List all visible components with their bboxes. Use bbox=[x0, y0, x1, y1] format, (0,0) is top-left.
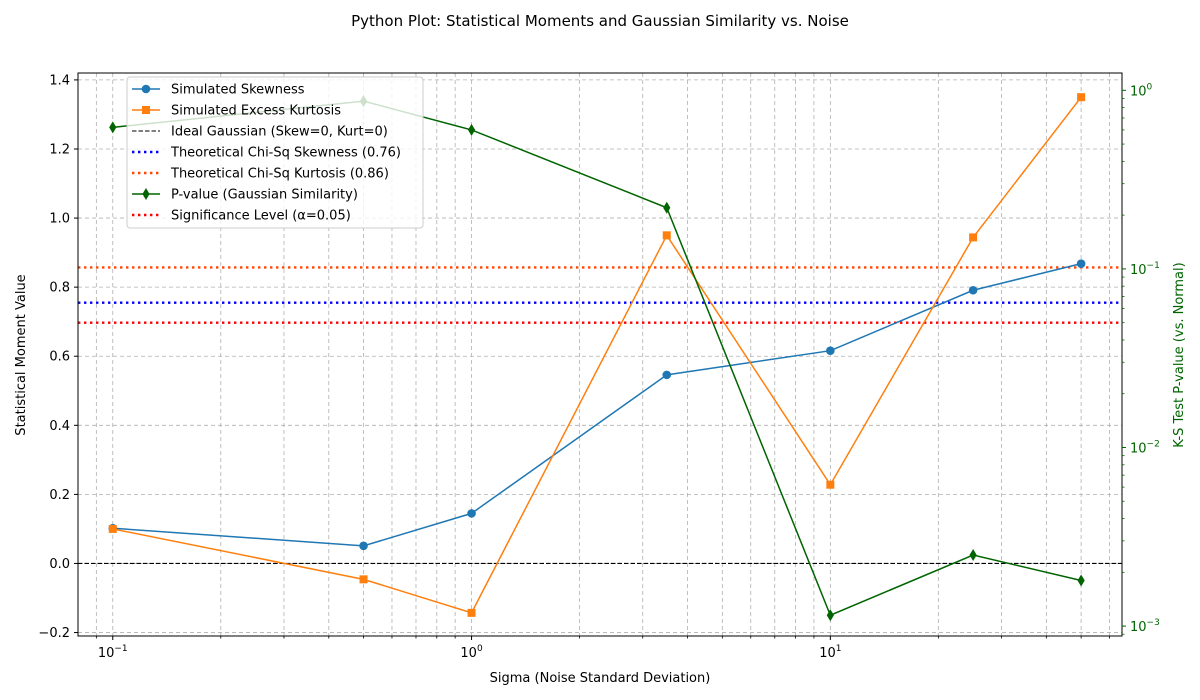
plot-frame bbox=[77, 72, 1123, 637]
data-point bbox=[467, 123, 476, 136]
legend-label: Theoretical Chi-Sq Skewness (0.76) bbox=[170, 146, 401, 161]
y-axis-left: −0.2 0.0 0.2 0.4 0.6 0.8 1.0 1.2 1.4 bbox=[38, 73, 78, 641]
legend-label: Simulated Excess Kurtosis bbox=[171, 104, 341, 119]
legend-entry: Theoretical Chi-Sq Kurtosis (0.86) bbox=[132, 167, 389, 182]
data-point bbox=[826, 480, 835, 489]
data-point bbox=[968, 285, 978, 295]
y-tick-label: 0.8 bbox=[49, 281, 70, 296]
x-tick-label: 100 bbox=[460, 644, 483, 661]
legend-entry: P-value (Gaussian Similarity) bbox=[132, 188, 358, 203]
y-tick-label: 0.6 bbox=[49, 350, 70, 365]
legend-box bbox=[126, 76, 424, 229]
legend-label: Theoretical Chi-Sq Kurtosis (0.86) bbox=[170, 167, 389, 182]
series-simulated-excess-kurtosis bbox=[108, 93, 1086, 617]
y-tick-label: 0.2 bbox=[49, 488, 70, 503]
y-tick-label: 0.0 bbox=[49, 557, 70, 572]
legend-marker bbox=[141, 84, 151, 94]
y-tick-label: 0.4 bbox=[49, 419, 70, 434]
data-point bbox=[467, 608, 476, 617]
data-point bbox=[359, 541, 368, 551]
y-tick-label: 1.0 bbox=[49, 212, 70, 227]
legend-marker bbox=[142, 106, 150, 114]
data-point bbox=[662, 231, 671, 240]
data-point bbox=[826, 346, 835, 356]
x-axis: 10−1 100 101 bbox=[95, 636, 1110, 661]
series-line bbox=[112, 262, 1082, 547]
legend-marker bbox=[142, 188, 150, 200]
legend-label: P-value (Gaussian Similarity) bbox=[171, 188, 358, 203]
series-simulated-skewness bbox=[108, 259, 1086, 551]
legend: Simulated Skewness Simulated Excess Kurto… bbox=[126, 76, 424, 229]
data-point bbox=[1077, 574, 1085, 587]
y2-tick-label: 10−1 bbox=[1130, 261, 1160, 278]
y-tick-label: 1.2 bbox=[49, 142, 70, 157]
legend-label: Simulated Skewness bbox=[171, 83, 305, 98]
legend-entry: Theoretical Chi-Sq Skewness (0.76) bbox=[132, 146, 401, 161]
y-tick-label: −0.2 bbox=[38, 626, 70, 641]
legend-entry: Simulated Skewness bbox=[132, 83, 305, 98]
y2-tick-label: 10−3 bbox=[1130, 618, 1160, 635]
legend-entry: Ideal Gaussian (Skew=0, Kurt=0) bbox=[132, 125, 388, 140]
data-point bbox=[359, 575, 368, 584]
data-point bbox=[467, 509, 476, 518]
data-point bbox=[826, 609, 834, 622]
data-point bbox=[969, 549, 977, 562]
y-tick-label: 1.4 bbox=[49, 73, 70, 88]
y2-axis-label: K-S Test P-value (vs. Normal) bbox=[1172, 262, 1187, 447]
y-axis-right: 10−3 10−2 10−1 100 bbox=[1122, 82, 1160, 635]
reference-lines bbox=[78, 266, 1122, 565]
legend-entry: Significance Level (α=0.05) bbox=[132, 209, 351, 224]
x-tick-label: 101 bbox=[819, 644, 841, 661]
data-point bbox=[662, 370, 672, 380]
legend-label: Significance Level (α=0.05) bbox=[171, 209, 351, 224]
data-point bbox=[108, 524, 117, 533]
data-point bbox=[663, 201, 671, 214]
y2-tick-label: 10−2 bbox=[1130, 439, 1160, 456]
data-point bbox=[1077, 93, 1086, 102]
y-axis-label: Statistical Moment Value bbox=[14, 274, 29, 435]
data-point bbox=[969, 233, 978, 242]
data-point bbox=[1076, 259, 1086, 268]
data-point bbox=[109, 121, 117, 134]
y2-tick-label: 100 bbox=[1130, 82, 1153, 99]
legend-label: Ideal Gaussian (Skew=0, Kurt=0) bbox=[171, 125, 388, 140]
x-axis-label: Sigma (Noise Standard Deviation) bbox=[490, 671, 711, 686]
legend-entry: Simulated Excess Kurtosis bbox=[132, 104, 341, 119]
x-tick-label: 10−1 bbox=[98, 644, 128, 661]
chart-title: Python Plot: Statistical Moments and Gau… bbox=[351, 12, 849, 30]
